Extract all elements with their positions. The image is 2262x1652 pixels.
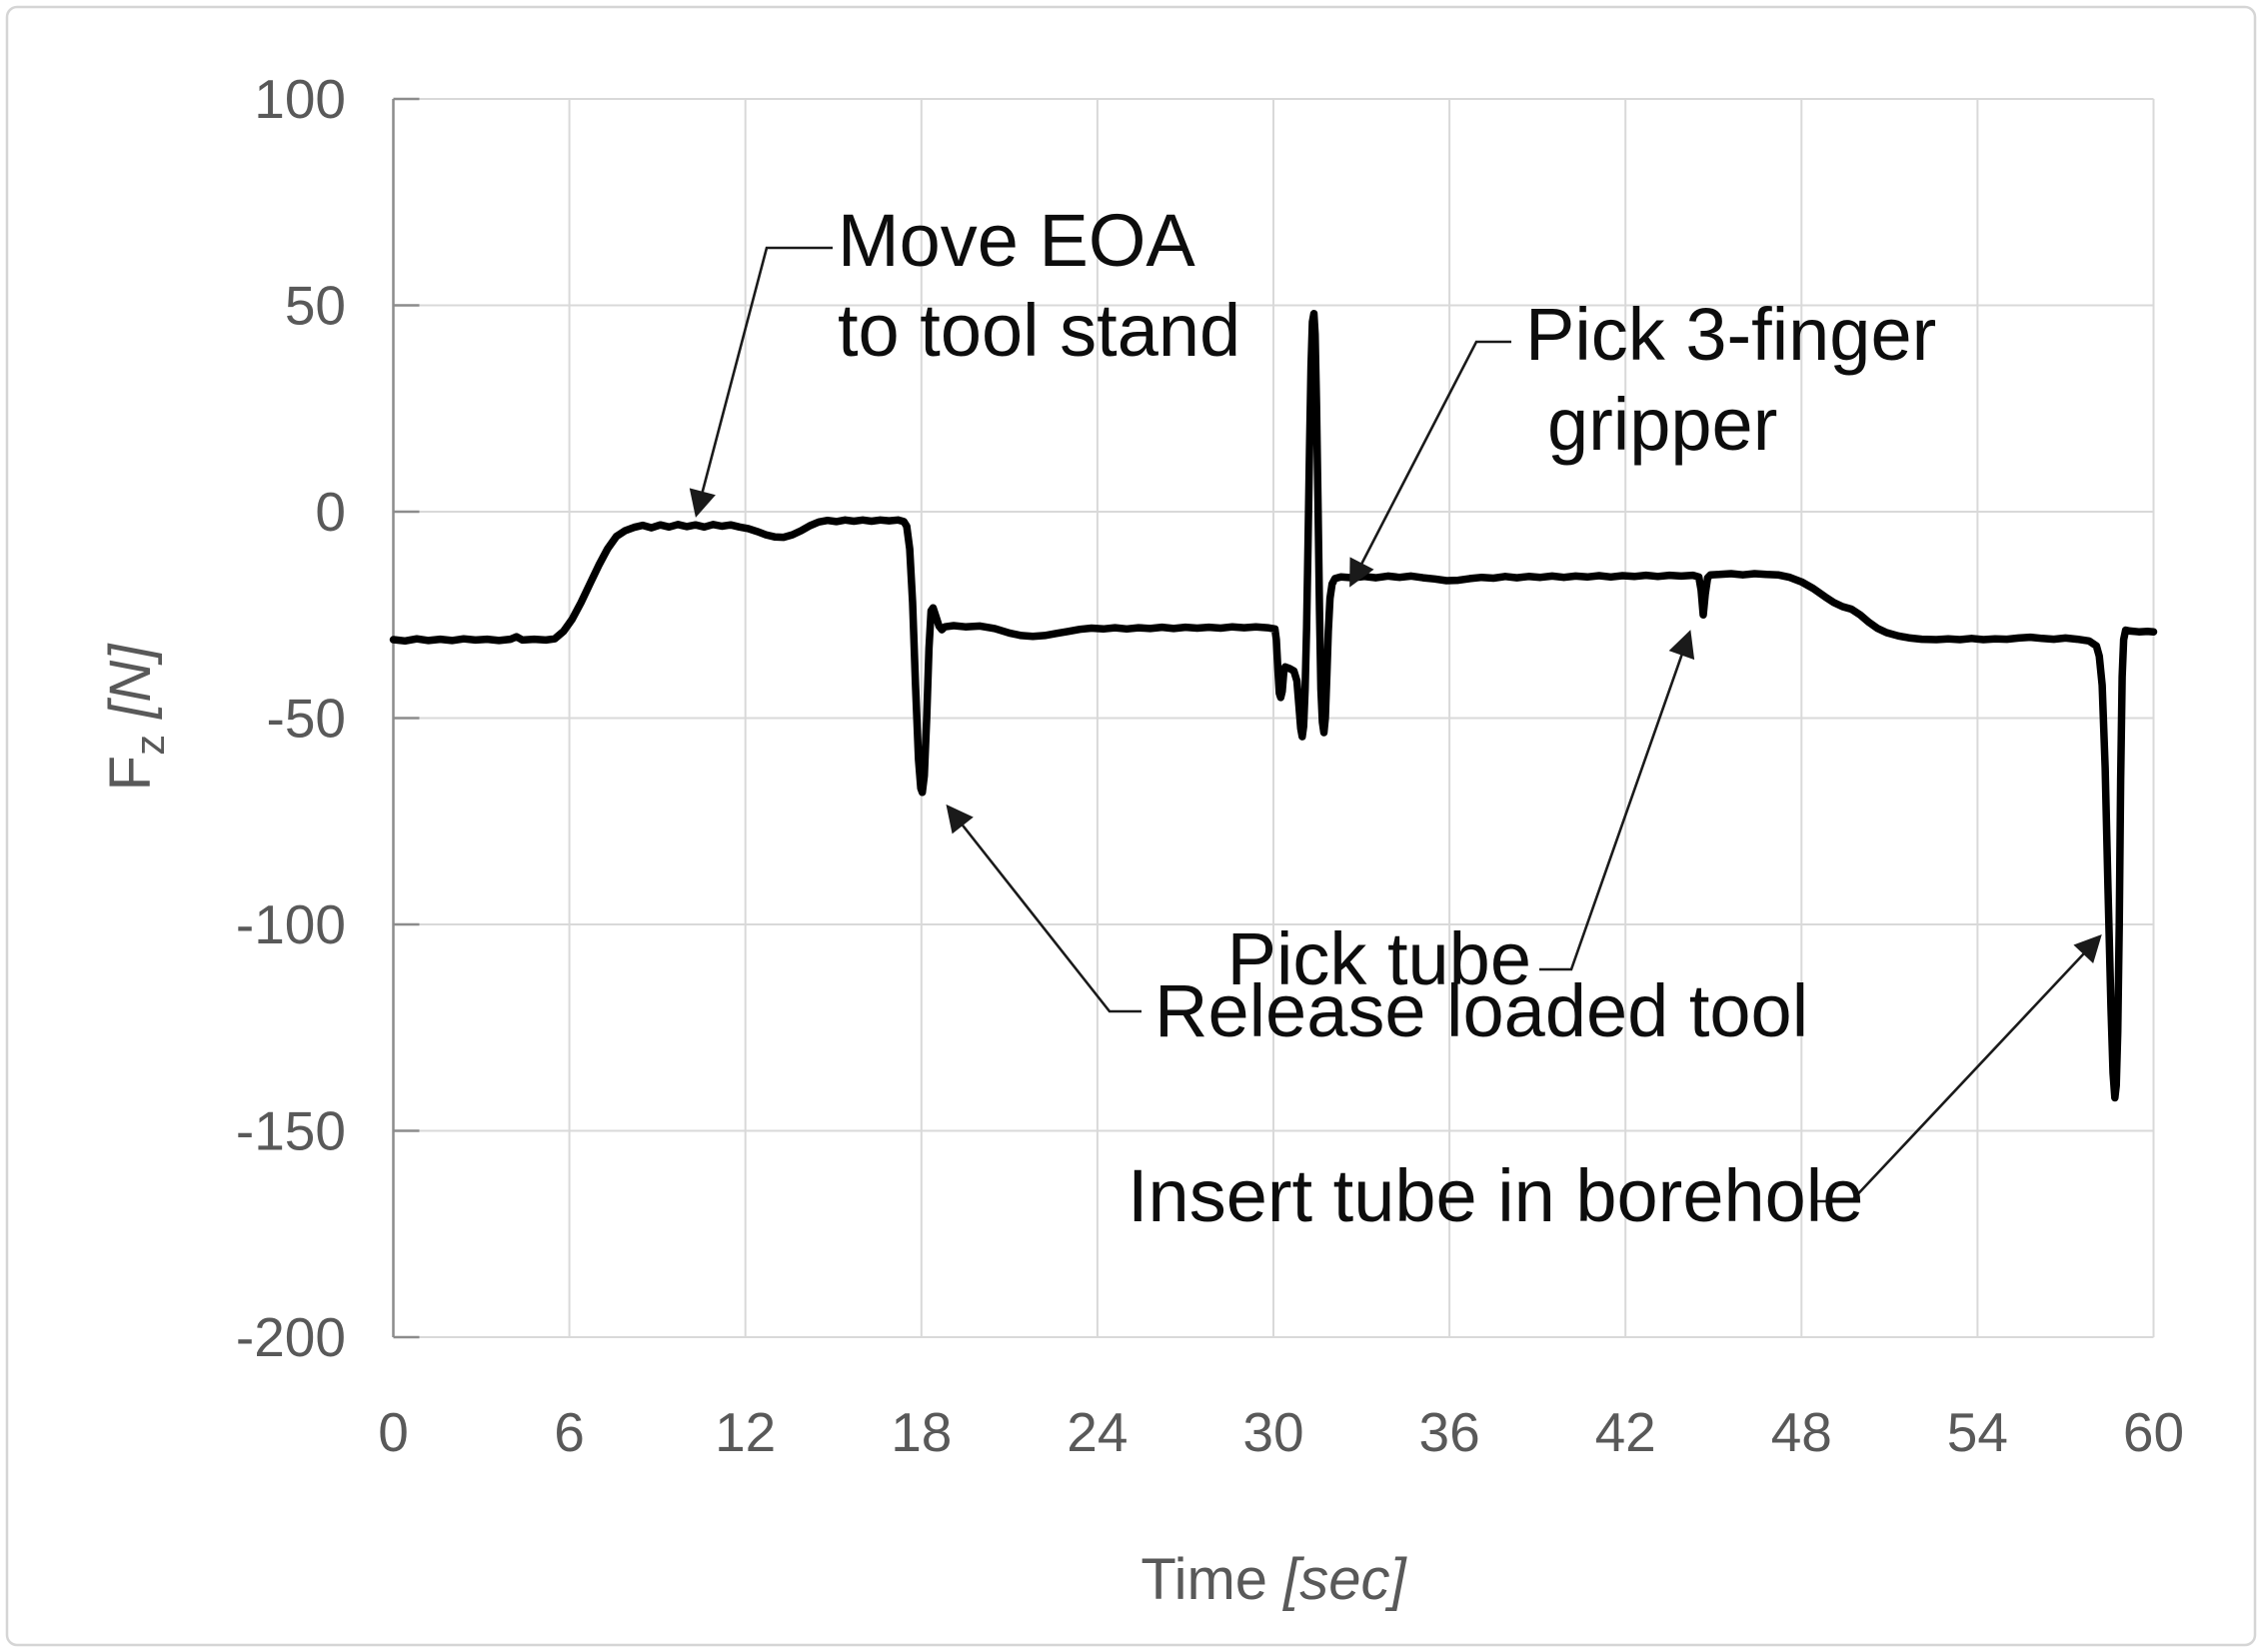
data-series <box>389 310 2158 1102</box>
leader-arrow-pick-tube <box>1539 630 1695 971</box>
annotation-pick-gripper-line2: gripper <box>1547 383 1777 466</box>
chart-outer-border <box>5 5 2257 1647</box>
y-axis-title: Fz [N] <box>98 643 173 792</box>
x-tick-label-42: 42 <box>1595 1401 1656 1463</box>
x-tick-label-0: 0 <box>378 1401 409 1463</box>
y-tick-label--50: -50 <box>267 688 347 750</box>
x-tick-label-18: 18 <box>891 1401 952 1463</box>
x-tick-label-48: 48 <box>1771 1401 1832 1463</box>
y-tick-label-0: 0 <box>315 481 346 543</box>
annotation-pick-tube: Pick tube <box>1227 917 1531 1000</box>
y-tick-label--100: -100 <box>236 893 346 955</box>
x-tick-label-12: 12 <box>715 1401 776 1463</box>
annotation-move-eoa-line2: to tool stand <box>838 289 1240 372</box>
tick-labels: 100 50 0 -50 -100 -150 -200 0 6 12 18 24 30 36 42 48 54 6… <box>236 68 2184 1463</box>
annotation-release-loaded-tool: Release loaded tool <box>1154 969 1808 1052</box>
x-axis-title: Time [sec] <box>1140 1547 1407 1612</box>
annotation-move-eoa-line1: Move EOA <box>838 199 1195 282</box>
series-line-fz <box>389 310 2158 1102</box>
axes <box>392 97 420 1339</box>
x-tick-label-60: 60 <box>2123 1401 2184 1463</box>
leader-arrow-pick-3-finger-gripper <box>1349 340 1511 588</box>
y-tick-label--150: -150 <box>236 1100 346 1162</box>
annotation-insert-tube-in-borehole-label: Insert tube in borehole <box>1128 1154 1863 1237</box>
y-tick-label--200: -200 <box>236 1306 346 1368</box>
annotation-pick-tube-label: Pick tube <box>1227 917 1531 1000</box>
x-tick-label-54: 54 <box>1947 1401 2008 1463</box>
annotation-insert-tube-in-borehole: Insert tube in borehole <box>1128 1154 1863 1237</box>
x-tick-label-6: 6 <box>554 1401 585 1463</box>
y-tick-label-100: 100 <box>254 68 346 130</box>
leader-arrow-insert-tube-in-borehole <box>1814 934 2102 1203</box>
annotation-move-eoa: Move EOA to tool stand <box>838 199 1240 372</box>
annotation-pick-gripper-line1: Pick 3-finger <box>1525 293 1936 376</box>
x-tick-label-24: 24 <box>1067 1401 1128 1463</box>
leader-arrow-move-eoa <box>689 246 833 518</box>
leader-arrow-release-loaded-tool <box>946 804 1141 1013</box>
y-tick-label-50: 50 <box>285 275 346 337</box>
annotation-pick-3-finger-gripper: Pick 3-finger gripper <box>1525 293 1936 466</box>
annotation-release-loaded-tool-label: Release loaded tool <box>1154 969 1808 1052</box>
x-tick-label-30: 30 <box>1242 1401 1303 1463</box>
x-tick-label-36: 36 <box>1419 1401 1480 1463</box>
